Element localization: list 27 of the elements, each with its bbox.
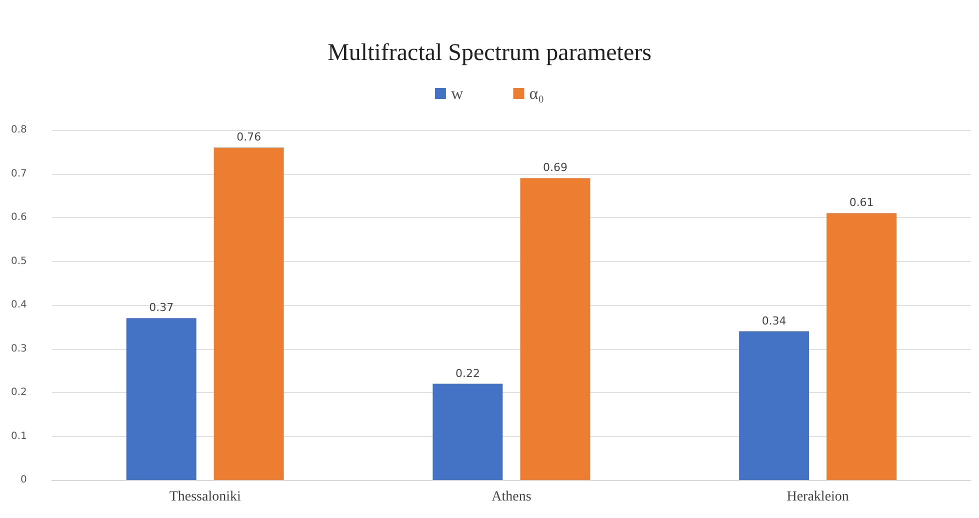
y-tick-label: 0.3 — [10, 343, 27, 354]
data-label: 0.22 — [455, 366, 480, 380]
y-tick-label: 0.6 — [10, 212, 27, 223]
bar — [432, 384, 503, 480]
y-tick-label: 0.1 — [10, 430, 27, 442]
data-label: 0.76 — [236, 130, 262, 144]
bar — [826, 213, 897, 480]
x-tick-label: Herakleion — [786, 490, 849, 504]
y-tick-label: 0 — [20, 474, 27, 486]
legend-label: w — [450, 84, 464, 103]
bar — [126, 318, 196, 480]
y-tick-label: 0.5 — [10, 256, 27, 267]
legend-label: α₀ — [529, 84, 544, 103]
y-tick-label: 0.7 — [10, 168, 27, 180]
y-tick-label: 0.4 — [10, 300, 27, 310]
data-label: 0.61 — [849, 196, 874, 210]
x-tick-label: Thessaloniki — [169, 490, 241, 504]
bar — [214, 148, 284, 480]
x-tick-label: Athens — [492, 490, 532, 504]
y-tick-label: 0.2 — [10, 387, 27, 398]
y-tick-label: 0.8 — [10, 124, 27, 136]
data-label: 0.69 — [542, 161, 568, 174]
bar — [520, 178, 590, 480]
bar — [739, 331, 810, 480]
chart-title: Multifractal Spectrum parameters — [328, 40, 652, 66]
data-label: 0.34 — [762, 314, 786, 328]
data-label: 0.37 — [149, 301, 174, 314]
